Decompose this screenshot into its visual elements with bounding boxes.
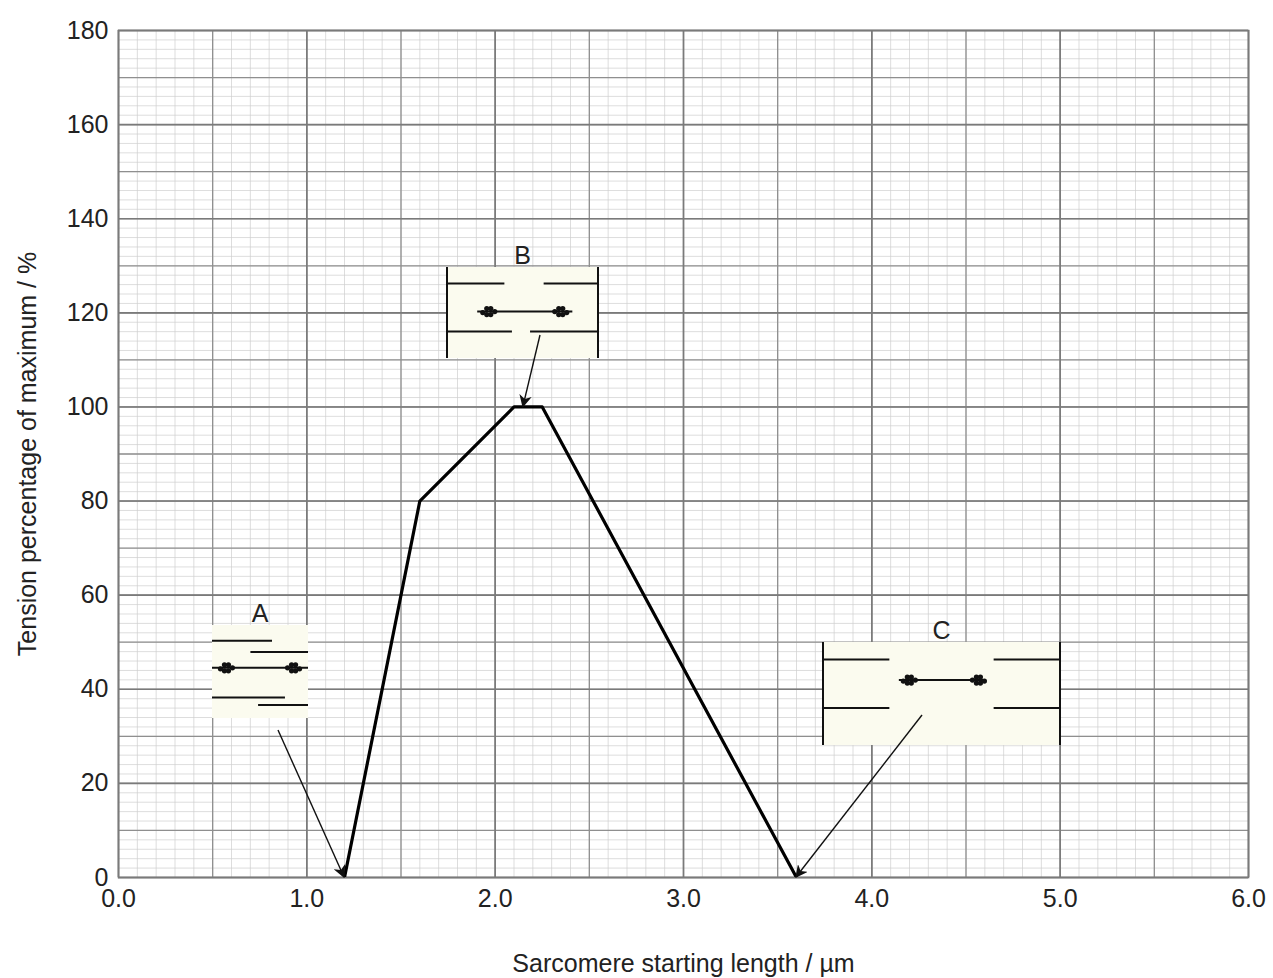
svg-text:Tension percentage of maximum: Tension percentage of maximum / % — [13, 252, 41, 656]
svg-text:160: 160 — [67, 110, 109, 138]
svg-text:0: 0 — [95, 863, 109, 891]
svg-text:A: A — [252, 599, 269, 627]
svg-text:4.0: 4.0 — [854, 884, 889, 912]
svg-text:C: C — [932, 616, 950, 644]
svg-text:140: 140 — [67, 204, 109, 232]
svg-text:6.0: 6.0 — [1231, 884, 1266, 912]
svg-text:2.0: 2.0 — [478, 884, 513, 912]
svg-text:40: 40 — [81, 674, 109, 702]
svg-text:100: 100 — [67, 392, 109, 420]
svg-text:3.0: 3.0 — [666, 884, 701, 912]
svg-text:1.0: 1.0 — [289, 884, 324, 912]
svg-text:60: 60 — [81, 580, 109, 608]
svg-text:Sarcomere starting length / µm: Sarcomere starting length / µm — [512, 949, 854, 977]
svg-text:80: 80 — [81, 486, 109, 514]
svg-text:20: 20 — [81, 768, 109, 796]
svg-text:0.0: 0.0 — [101, 884, 136, 913]
svg-text:180: 180 — [67, 16, 109, 44]
svg-text:B: B — [514, 241, 531, 269]
svg-text:5.0: 5.0 — [1043, 884, 1078, 912]
svg-text:120: 120 — [67, 298, 109, 326]
